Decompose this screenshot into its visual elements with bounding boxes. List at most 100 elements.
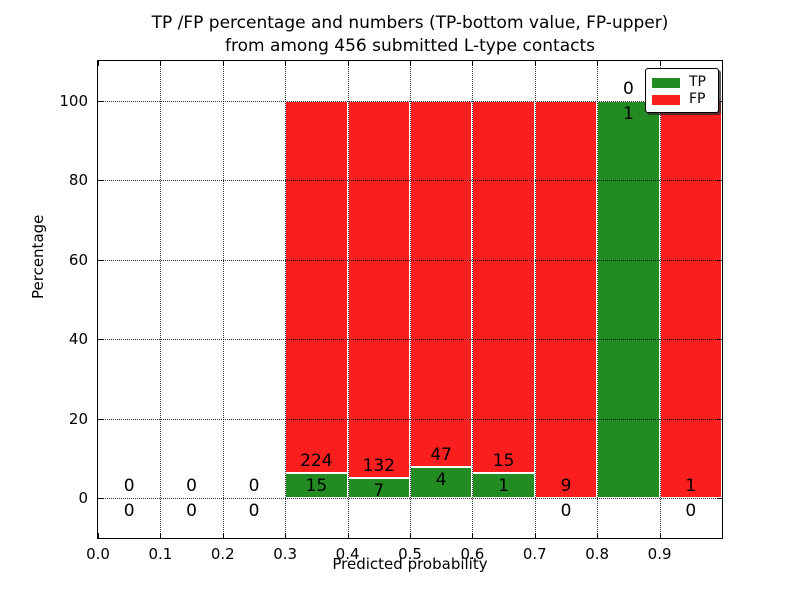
chart-title-line2: from among 456 submitted L-type contacts	[224, 36, 595, 56]
y-tick-label: 20	[68, 409, 88, 428]
x-tick-mark-top	[659, 61, 661, 66]
x-axis-label: Predicted probability	[332, 555, 488, 573]
x-tick-mark-bottom	[285, 533, 287, 538]
tp-count-label: 0	[186, 501, 197, 522]
tp-count-label: 1	[622, 103, 634, 124]
legend-row-fp: FP	[652, 91, 712, 108]
x-tick-mark-bottom	[659, 533, 661, 538]
plot-area: 0.0 0.1 0.2 0.3 0.4 0.5 0.6 0.7 0.8 0.9 0 20 40 60 80 1…	[59, 60, 723, 563]
fp-count-label: 0	[622, 78, 634, 99]
tp-bar	[285, 473, 348, 499]
x-tick-label: 0.4	[335, 545, 360, 563]
x-tick-mark-top	[222, 61, 224, 66]
fp-count-label: 224	[300, 451, 333, 472]
y-tick-label: 100	[59, 91, 88, 110]
x-tick-mark-top	[410, 61, 411, 66]
fp-bar	[659, 100, 722, 499]
y-tick-mark-right	[717, 418, 722, 420]
y-tick-mark-left	[98, 100, 103, 102]
y-tick-mark-left	[98, 498, 103, 500]
x-tick-mark-top	[472, 61, 474, 66]
legend-label-fp: FP	[689, 91, 706, 107]
y-tick-label: 0	[78, 489, 88, 508]
tp-bar	[410, 467, 473, 499]
fp-count-label: 15	[492, 451, 515, 472]
fp-bar	[534, 100, 598, 499]
fp-bar	[347, 100, 410, 479]
fp-count-label: 0	[123, 476, 135, 497]
gridline-vertical	[285, 61, 287, 538]
x-tick-mark-top	[285, 61, 287, 66]
legend-label-tp: TP	[689, 74, 706, 90]
y-tick-mark-right	[717, 180, 722, 182]
gridline-vertical	[410, 61, 411, 538]
x-tick-mark-bottom	[534, 533, 536, 538]
tp-count-label: 0	[248, 501, 260, 522]
x-tick-label: 0.1	[148, 545, 173, 563]
x-tick-mark-bottom	[222, 533, 224, 538]
x-tick-label: 0.5	[398, 545, 422, 563]
fp-swatch-icon	[652, 94, 680, 105]
fp-bar	[410, 100, 473, 468]
gridline-vertical	[659, 61, 661, 538]
x-tick-label: 0.2	[210, 545, 235, 563]
tp-count-label: 15	[305, 476, 328, 497]
x-tick-mark-bottom	[160, 533, 162, 538]
fp-count-label: 132	[362, 456, 396, 477]
x-tick-mark-top	[98, 61, 99, 66]
x-tick-label: 0.0	[86, 545, 110, 563]
y-tick-mark-right	[717, 339, 722, 341]
tp-bar	[597, 100, 660, 499]
y-tick-label: 40	[68, 330, 88, 349]
gridline-vertical	[160, 61, 162, 538]
gridline-vertical	[597, 61, 599, 538]
y-tick-mark-left	[98, 418, 103, 420]
fp-count-label: 0	[248, 476, 260, 497]
gridline-vertical	[472, 61, 474, 538]
y-tick-mark-right	[717, 100, 722, 102]
fp-count-label: 1	[685, 476, 697, 497]
tp-swatch-icon	[652, 77, 680, 88]
tp-bar	[472, 473, 535, 499]
legend-row-tp: TP	[652, 74, 712, 91]
fp-count-label: 0	[186, 476, 197, 497]
chart-title-line1: TP /FP percentage and numbers (TP-bottom…	[151, 13, 669, 33]
chart-title: TP /FP percentage and numbers (TP-bottom…	[98, 12, 722, 58]
y-tick-mark-right	[717, 498, 722, 500]
x-tick-label: 0.3	[273, 545, 298, 563]
gridline-vertical	[534, 61, 536, 538]
x-tick-label: 0.8	[585, 545, 610, 563]
tp-count-label: 0	[123, 501, 135, 522]
y-tick-mark-right	[717, 259, 722, 261]
x-tick-mark-top	[347, 61, 349, 66]
y-tick-mark-left	[98, 339, 103, 341]
y-tick-mark-left	[98, 180, 103, 182]
fp-bar	[285, 100, 348, 474]
tp-count-label: 1	[498, 476, 509, 497]
x-tick-mark-bottom	[347, 533, 349, 538]
tp-count-label: 0	[560, 501, 572, 522]
gridline-vertical	[347, 61, 349, 538]
x-tick-mark-top	[597, 61, 599, 66]
tp-count-label: 4	[435, 470, 447, 491]
y-tick-label: 80	[68, 171, 88, 190]
y-tick-mark-left	[98, 259, 103, 261]
legend: TP FP	[645, 68, 719, 113]
fp-bar	[472, 100, 535, 474]
x-tick-mark-bottom	[410, 533, 411, 538]
gridline-vertical	[222, 61, 224, 538]
fp-count-label: 47	[430, 445, 452, 466]
x-tick-mark-top	[160, 61, 162, 66]
x-tick-mark-top	[534, 61, 536, 66]
x-tick-mark-bottom	[98, 533, 99, 538]
fp-count-label: 9	[560, 476, 572, 497]
tp-count-label: 0	[685, 501, 697, 522]
x-tick-label: 0.7	[522, 545, 547, 563]
x-tick-mark-bottom	[597, 533, 599, 538]
tp-count-label: 7	[373, 481, 385, 502]
x-tick-label: 0.9	[647, 545, 672, 563]
x-tick-label: 0.6	[460, 545, 485, 563]
x-tick-mark-bottom	[472, 533, 474, 538]
y-tick-label: 60	[68, 250, 88, 269]
